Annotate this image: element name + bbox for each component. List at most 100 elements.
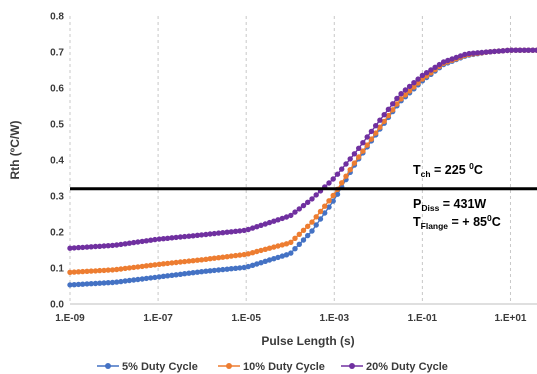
data-point: [169, 272, 175, 278]
data-point: [228, 253, 234, 259]
data-point: [445, 57, 451, 64]
data-point: [377, 124, 383, 130]
data-point: [453, 54, 459, 61]
data-point: [423, 70, 430, 76]
data-point: [92, 280, 99, 287]
data-point: [271, 244, 277, 250]
data-point: [530, 47, 536, 53]
data-point: [351, 160, 358, 166]
data-point: [220, 230, 226, 236]
data-point: [368, 128, 375, 135]
data-point: [432, 64, 438, 71]
data-point: [190, 270, 196, 276]
data-point: [203, 231, 209, 238]
data-point: [360, 140, 366, 146]
data-point: [190, 258, 196, 264]
data-point: [330, 198, 336, 204]
data-point: [334, 171, 341, 177]
data-point: [415, 80, 421, 86]
data-point: [479, 49, 485, 56]
data-point: [215, 255, 222, 261]
data-point: [211, 255, 217, 261]
data-point: [164, 260, 171, 267]
data-point: [381, 118, 387, 125]
data-point: [228, 266, 234, 272]
annotation-tflange-main: T: [413, 215, 421, 229]
data-point: [275, 243, 281, 249]
data-point: [177, 234, 184, 240]
data-point: [517, 47, 523, 53]
data-point: [249, 250, 256, 256]
data-point: [245, 251, 251, 257]
data-point: [135, 276, 141, 283]
data-point: [398, 96, 404, 102]
data-point: [75, 269, 82, 275]
data-point: [347, 167, 353, 173]
data-point: [152, 262, 158, 268]
data-point: [305, 199, 311, 205]
data-point: [88, 268, 94, 274]
data-point: [237, 252, 243, 258]
data-point: [317, 208, 324, 215]
y-tick-label: 0.2: [50, 228, 64, 239]
data-point: [75, 244, 82, 251]
data-point: [122, 265, 128, 272]
legend-label: 10% Duty Cycle: [243, 361, 325, 373]
data-point: [131, 239, 137, 246]
annotation-tch-main: T: [413, 163, 421, 177]
data-point: [207, 231, 213, 237]
data-point: [139, 276, 145, 282]
data-point: [322, 210, 328, 216]
data-point: [186, 258, 192, 264]
data-point: [245, 226, 251, 233]
data-point: [97, 243, 103, 249]
data-point: [97, 280, 103, 286]
data-point: [237, 228, 243, 234]
data-point: [271, 256, 277, 262]
data-point: [97, 267, 103, 274]
data-point: [491, 48, 498, 55]
data-point: [305, 223, 311, 229]
data-point: [334, 191, 341, 197]
data-point: [215, 230, 222, 236]
data-point: [215, 267, 222, 273]
data-point: [249, 262, 256, 268]
y-tick-label: 0.0: [50, 300, 64, 311]
annotation-tch-sub: ch: [421, 169, 431, 179]
y-tick-label: 0.7: [50, 48, 64, 59]
data-point: [394, 101, 400, 107]
annotation-pdiss: PDiss = 431W: [413, 197, 486, 213]
data-point: [118, 266, 124, 272]
data-point: [309, 196, 315, 202]
data-point: [339, 166, 345, 172]
data-point: [254, 248, 260, 255]
x-tick-label: 1.E+01: [494, 313, 526, 324]
data-point: [169, 260, 175, 266]
data-point: [292, 209, 298, 215]
data-point: [241, 227, 247, 234]
data-point: [254, 261, 260, 267]
data-point: [258, 247, 264, 254]
data-point: [156, 236, 162, 242]
data-point: [194, 232, 201, 238]
data-point: [283, 252, 290, 258]
annotation-tflange-sup: 0: [487, 213, 492, 223]
data-point: [373, 130, 379, 136]
data-point: [279, 215, 285, 222]
data-point: [258, 222, 264, 228]
data-point: [181, 233, 188, 240]
data-point: [411, 84, 417, 90]
data-point: [105, 267, 111, 273]
data-point: [513, 47, 519, 53]
data-point: [109, 267, 116, 273]
data-point: [109, 242, 116, 249]
data-point: [411, 80, 417, 86]
data-point: [84, 244, 90, 250]
data-point: [313, 222, 319, 228]
data-point: [377, 117, 383, 123]
annotation-tch: Tch = 225 0C: [413, 161, 483, 179]
data-point: [241, 264, 247, 271]
annotation-tch-rest: = 225: [431, 163, 470, 177]
data-point: [309, 228, 315, 234]
data-point: [186, 233, 192, 239]
